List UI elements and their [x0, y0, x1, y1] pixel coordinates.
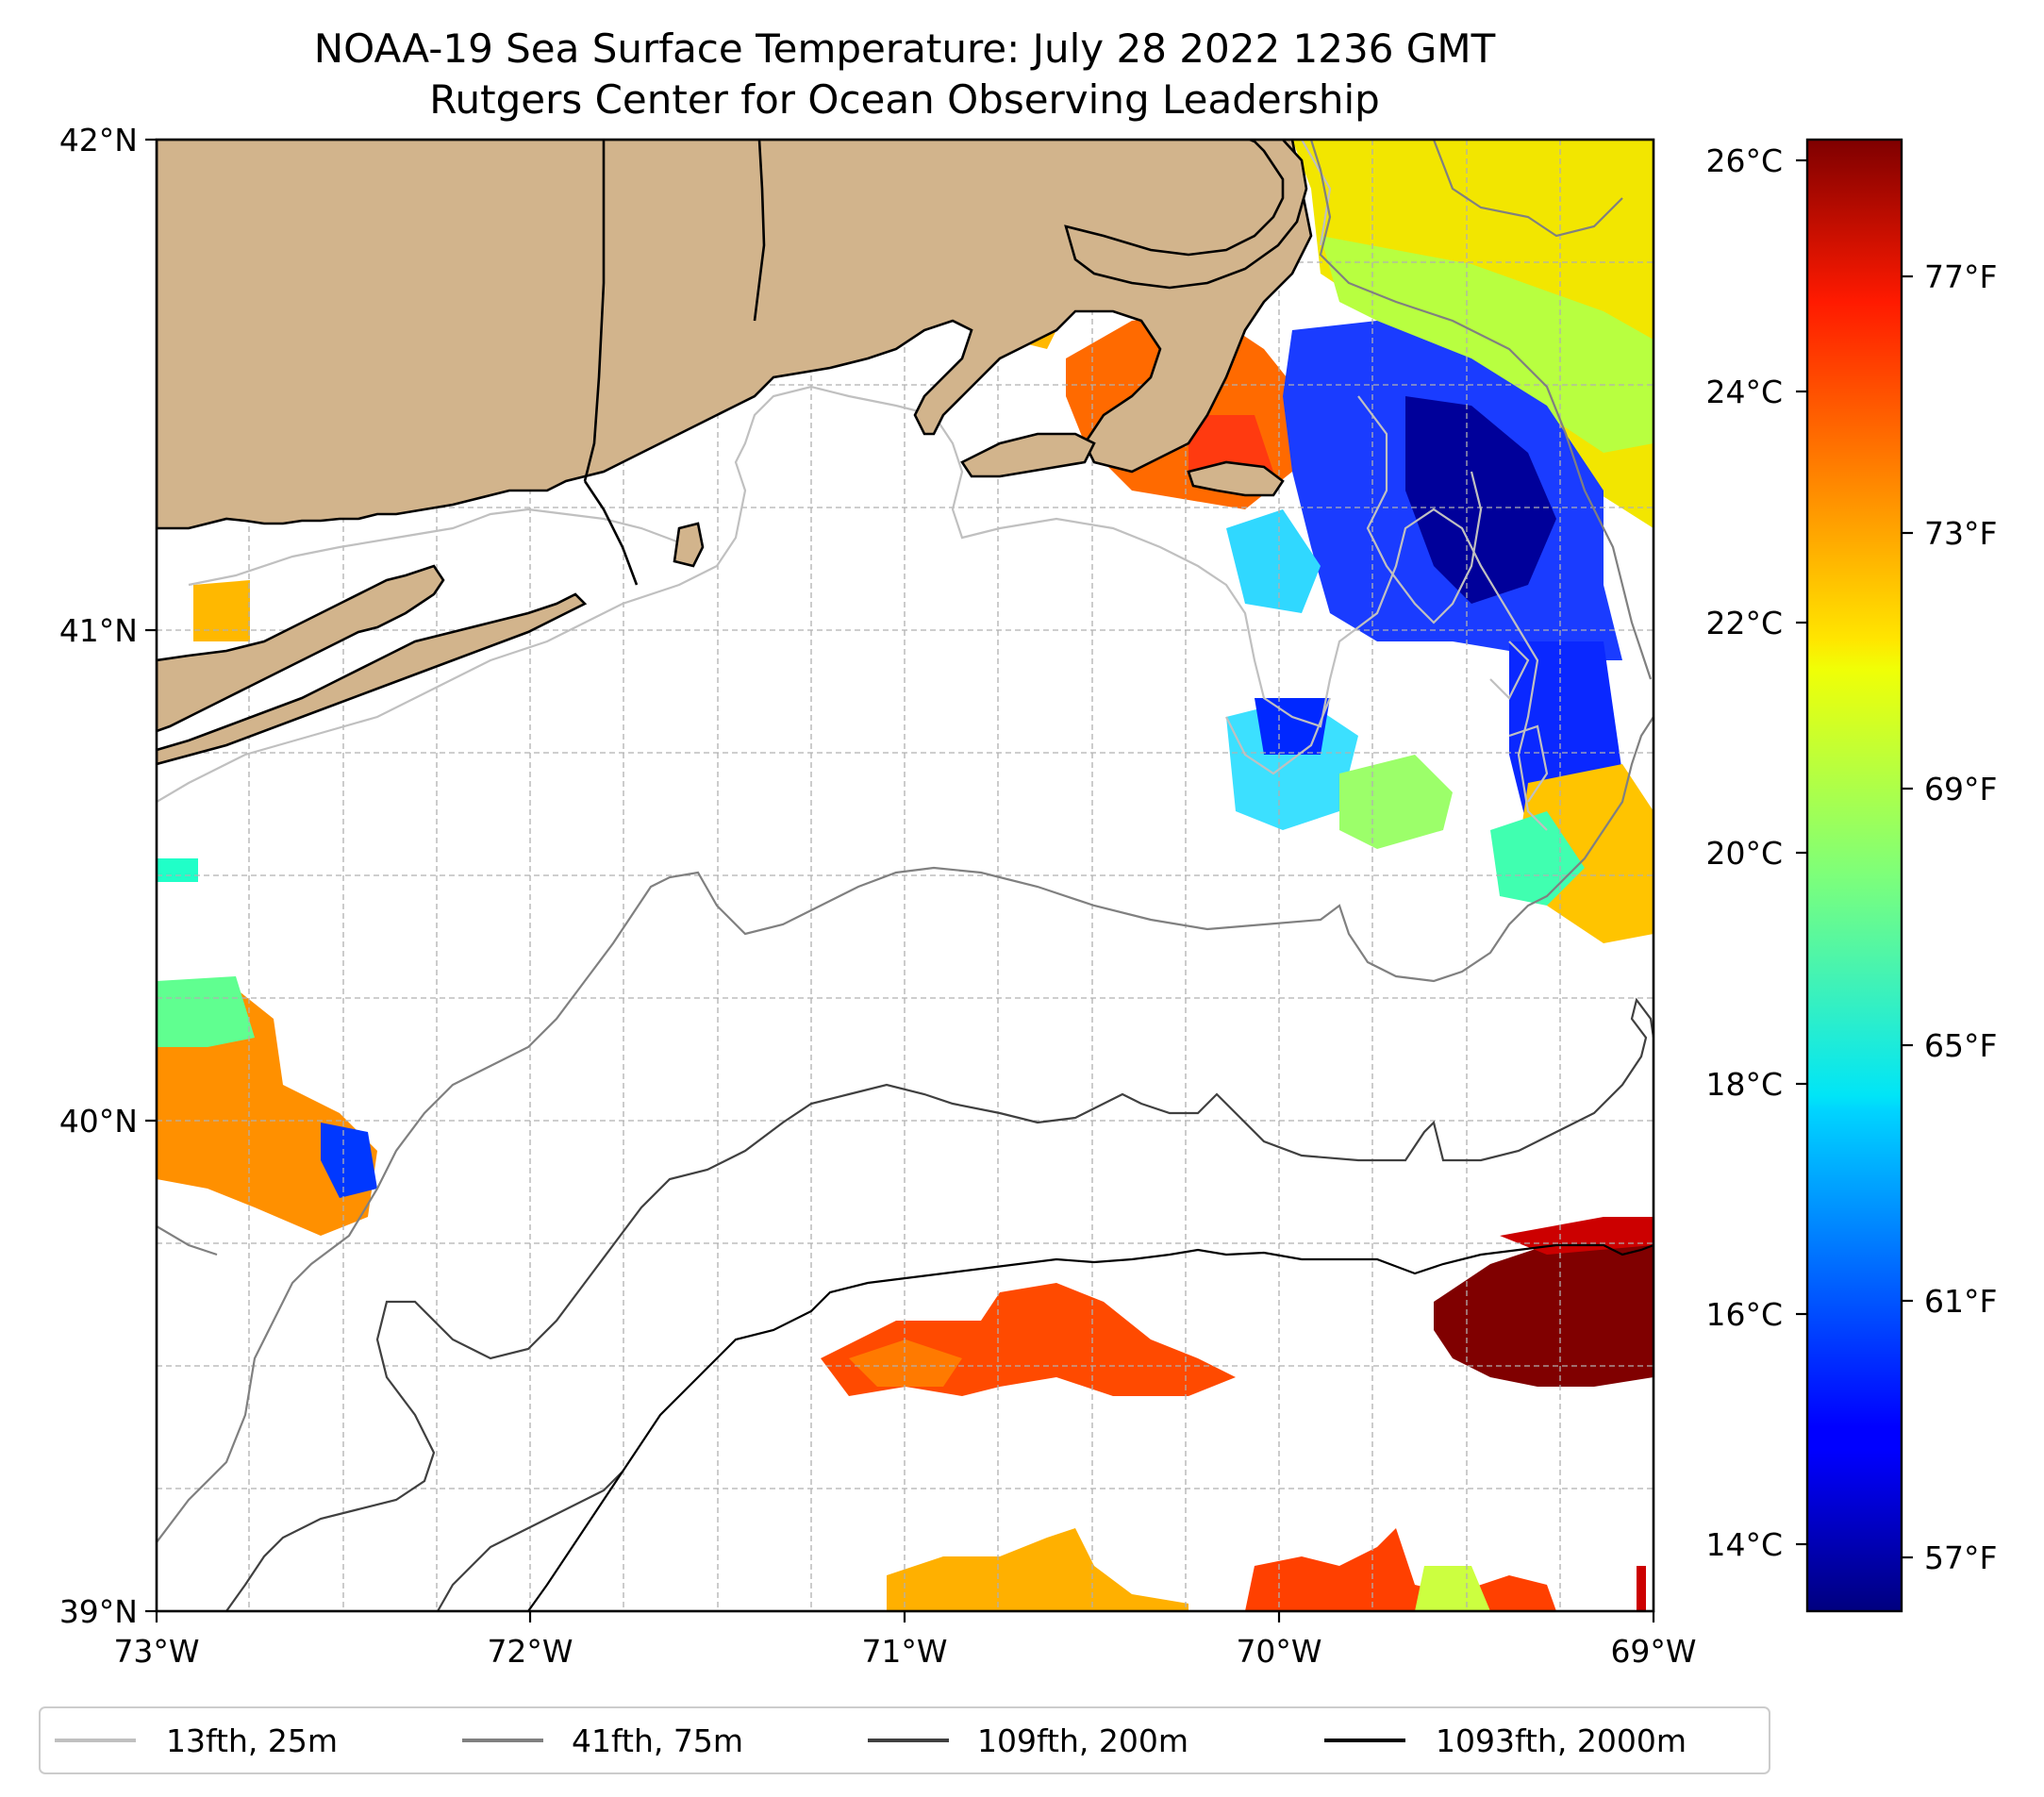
colorbar-fahrenheit-label: 61°F	[1924, 1283, 1997, 1320]
colorbar-celsius-label: 18°C	[1705, 1066, 1783, 1103]
land-nantucket	[1187, 460, 1285, 497]
colorbar-fahrenheit-label: 77°F	[1924, 258, 1997, 295]
contour-25m	[157, 385, 1548, 831]
colorbar-celsius-label: 16°C	[1705, 1296, 1783, 1333]
colorbar-celsius-label: 22°C	[1705, 605, 1783, 641]
y-tick-label: 39°N	[59, 1593, 138, 1630]
colorbar-celsius-label: 20°C	[1705, 835, 1783, 872]
colorbar-gradient	[1805, 138, 1903, 1613]
land-cape-cod	[1064, 140, 1308, 290]
land-mainland	[157, 140, 1313, 530]
colorbar-fahrenheit-label: 69°F	[1924, 771, 1997, 807]
x-tick-label: 73°W	[113, 1633, 199, 1670]
axis-ticks	[145, 138, 1655, 1622]
landmass	[157, 140, 1313, 766]
legend-label-200m: 109fth, 200m	[977, 1722, 1188, 1759]
y-tick-label: 41°N	[59, 612, 138, 649]
legend-label-75m: 41fth, 75m	[572, 1722, 743, 1759]
bathymetry-contours	[157, 140, 1653, 1611]
title-line-2: Rutgers Center for Ocean Observing Leade…	[429, 76, 1380, 123]
colorbar-celsius-label: 26°C	[1705, 142, 1783, 179]
contour-2000m	[527, 1243, 1653, 1611]
x-tick-label: 70°W	[1236, 1633, 1321, 1670]
map-panel	[157, 140, 1653, 1611]
land-long-island	[157, 564, 445, 733]
coastline	[583, 140, 766, 586]
land-long-island-south-fork	[157, 592, 588, 766]
y-tick-label: 40°N	[59, 1103, 138, 1140]
title-line-1: NOAA-19 Sea Surface Temperature: July 28…	[314, 25, 1496, 72]
colorbar-celsius-label: 14°C	[1705, 1526, 1783, 1563]
x-tick-label: 72°W	[487, 1633, 573, 1670]
contour-75m	[157, 716, 1653, 1543]
colorbar: 26°C 24°C 22°C 20°C 18°C 16°C 14°C 77°F …	[1705, 138, 1997, 1613]
colorbar-fahrenheit-label: 73°F	[1924, 515, 1997, 552]
land-marthas-vineyard	[960, 432, 1096, 478]
legend-label-25m: 13fth, 25m	[166, 1722, 338, 1759]
x-tick-label: 71°W	[861, 1633, 947, 1670]
colorbar-celsius-label: 24°C	[1705, 374, 1783, 410]
x-tick-label: 69°W	[1610, 1633, 1696, 1670]
legend: 13fth, 25m 41fth, 75m 109fth, 200m 1093f…	[39, 1706, 1770, 1774]
land-block-island	[673, 522, 705, 568]
contour-200m	[225, 997, 1653, 1611]
colorbar-fahrenheit-label: 65°F	[1924, 1027, 1997, 1064]
legend-label-2000m: 1093fth, 2000m	[1436, 1722, 1687, 1759]
colorbar-fahrenheit-label: 57°F	[1924, 1539, 1997, 1576]
y-tick-label: 42°N	[59, 122, 138, 158]
